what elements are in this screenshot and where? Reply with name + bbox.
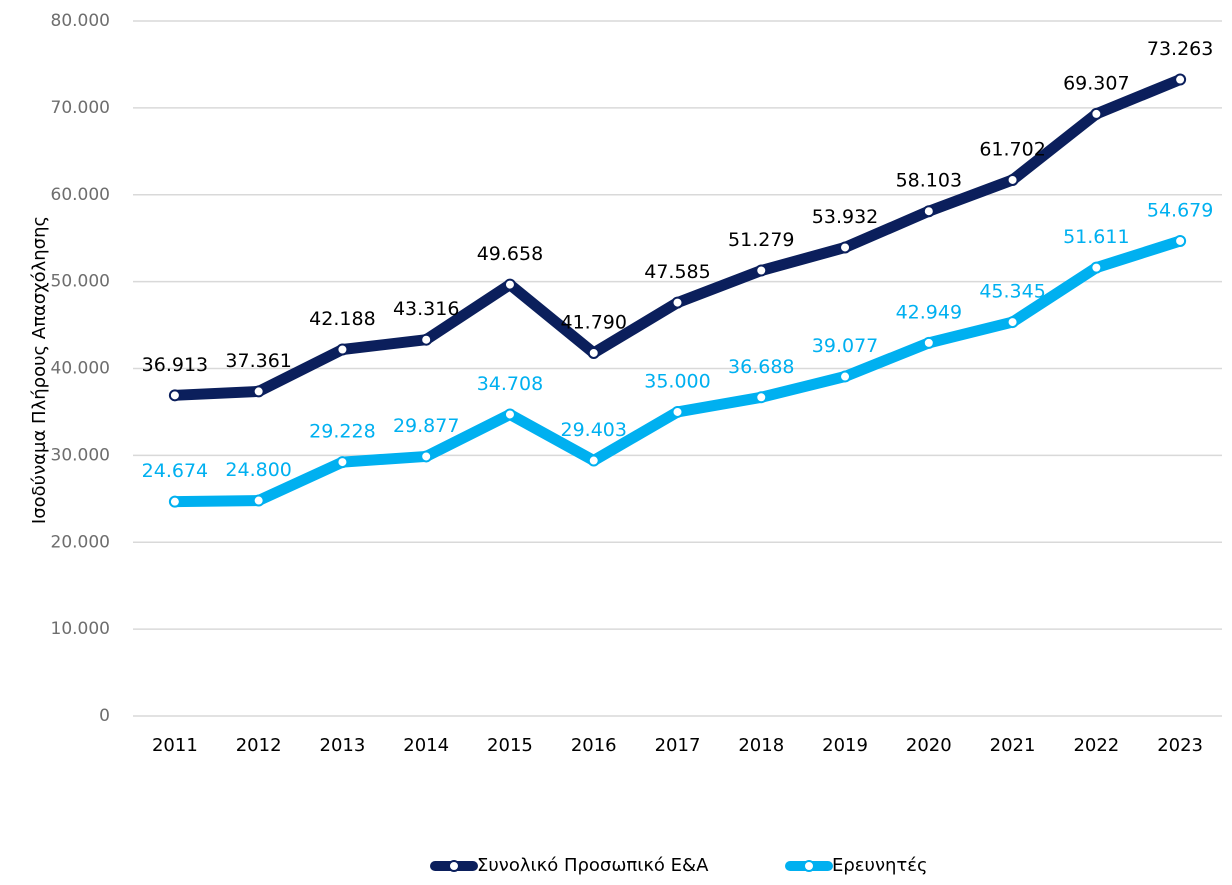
- point-marker: [1006, 173, 1019, 186]
- data-label: 58.103: [896, 170, 962, 192]
- point-marker: [671, 296, 684, 309]
- data-label: 29.403: [560, 419, 626, 441]
- legend-marker: [803, 860, 815, 872]
- point-marker: [1174, 234, 1187, 247]
- point-marker: [252, 385, 265, 398]
- data-label: 42.188: [309, 308, 375, 330]
- x-tick-label: 2012: [236, 735, 282, 756]
- y-tick-label: 20.000: [51, 532, 110, 552]
- x-tick-label: 2013: [320, 735, 366, 756]
- point-marker: [1174, 73, 1187, 86]
- x-tick-label: 2023: [1157, 735, 1203, 756]
- data-label: 45.345: [979, 281, 1045, 303]
- data-label: 69.307: [1063, 72, 1129, 94]
- data-label: 29.228: [309, 421, 375, 443]
- y-tick-label: 10.000: [51, 619, 110, 639]
- x-tick-label: 2022: [1073, 735, 1119, 756]
- point-marker: [168, 495, 181, 508]
- y-tick-label: 60.000: [51, 185, 110, 205]
- point-marker: [420, 333, 433, 346]
- data-label: 51.611: [1063, 226, 1129, 248]
- point-marker: [755, 264, 768, 277]
- y-tick-label: 50.000: [51, 272, 110, 292]
- data-label: 51.279: [728, 229, 794, 251]
- x-tick-label: 2014: [403, 735, 449, 756]
- y-tick-label: 0: [99, 706, 110, 726]
- data-label: 54.679: [1147, 199, 1213, 221]
- point-marker: [1090, 107, 1103, 120]
- data-label: 36.688: [728, 356, 794, 378]
- point-marker: [252, 494, 265, 507]
- data-label: 49.658: [477, 243, 543, 265]
- x-tick-label: 2017: [655, 735, 701, 756]
- point-marker: [839, 241, 852, 254]
- data-label: 34.708: [477, 373, 543, 395]
- y-tick-label: 30.000: [51, 445, 110, 465]
- point-marker: [922, 336, 935, 349]
- point-marker: [922, 205, 935, 218]
- x-tick-label: 2015: [487, 735, 533, 756]
- data-label: 61.702: [979, 138, 1045, 160]
- point-marker: [755, 391, 768, 404]
- legend-marker: [448, 860, 460, 872]
- data-label: 47.585: [644, 261, 710, 283]
- data-label: 53.932: [812, 206, 878, 228]
- point-marker: [1006, 316, 1019, 329]
- y-tick-label: 80.000: [51, 11, 110, 31]
- data-label: 43.316: [393, 298, 459, 320]
- point-marker: [168, 389, 181, 402]
- x-tick-label: 2021: [990, 735, 1036, 756]
- point-marker: [587, 454, 600, 467]
- y-tick-label: 70.000: [51, 98, 110, 118]
- point-marker: [336, 343, 349, 356]
- x-tick-label: 2019: [822, 735, 868, 756]
- point-marker: [420, 450, 433, 463]
- point-marker: [671, 405, 684, 418]
- data-label: 37.361: [225, 350, 291, 372]
- data-label: 39.077: [812, 335, 878, 357]
- point-marker: [587, 346, 600, 359]
- x-tick-label: 2018: [738, 735, 784, 756]
- point-marker: [503, 278, 516, 291]
- point-marker: [1090, 261, 1103, 274]
- data-label: 36.913: [142, 354, 208, 376]
- x-tick-label: 2011: [152, 735, 198, 756]
- data-label: 73.263: [1147, 38, 1213, 60]
- point-marker: [839, 370, 852, 383]
- data-label: 41.790: [560, 311, 626, 333]
- y-axis-label: Ισοδύναμα Πλήρους Απασχόλησης: [29, 216, 50, 524]
- data-label: 42.949: [896, 301, 962, 323]
- data-label: 35.000: [644, 370, 710, 392]
- data-label: 29.877: [393, 415, 459, 437]
- series-line: [169, 74, 1186, 401]
- data-label: 24.674: [142, 460, 208, 482]
- legend-label: Ερευνητές: [832, 855, 928, 876]
- data-label: 24.800: [225, 459, 291, 481]
- x-tick-label: 2020: [906, 735, 952, 756]
- point-marker: [503, 408, 516, 421]
- x-tick-label: 2016: [571, 735, 617, 756]
- y-tick-label: 40.000: [51, 359, 110, 379]
- point-marker: [336, 456, 349, 469]
- legend-label: Συνολικό Προσωπικό Ε&Α: [477, 855, 709, 876]
